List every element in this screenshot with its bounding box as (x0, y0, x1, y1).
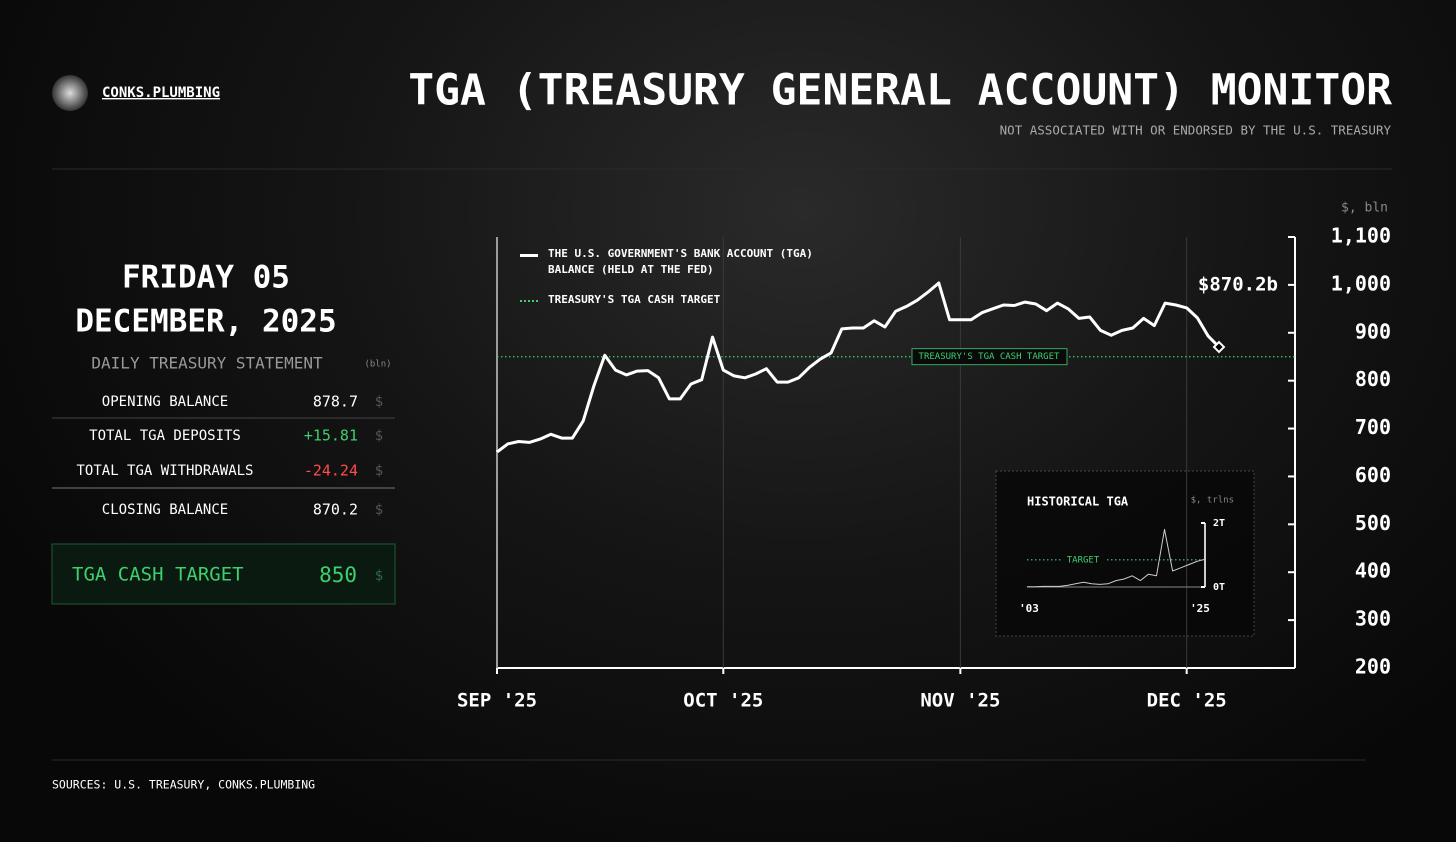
target-label: TGA CASH TARGET (72, 564, 244, 586)
row-label: OPENING BALANCE (102, 394, 228, 410)
date: DECEMBER, 2025 (75, 304, 336, 340)
y-tick-label: 400 (1355, 559, 1391, 583)
subtitle: NOT ASSOCIATED WITH OR ENDORSED BY THE U… (1000, 123, 1392, 138)
date: FRIDAY 05 (122, 260, 290, 296)
target-box (51, 543, 396, 605)
legend-item: TREASURY'S TGA CASH TARGET (520, 292, 820, 308)
row-unit: $ (375, 428, 383, 444)
x-tick-label: DEC '25 (1147, 690, 1227, 712)
row-label: CLOSING BALANCE (102, 502, 228, 518)
row-unit: $ (375, 502, 383, 518)
x-tick-label: OCT '25 (683, 690, 763, 712)
row-value: +15.81 (304, 427, 358, 445)
y-axis-label: $, trlns (1191, 496, 1234, 506)
legend-label: TREASURY'S TGA CASH TARGET (548, 293, 721, 306)
target-unit: $ (375, 568, 383, 584)
legend-label: THE U.S. GOVERNMENT'S BANK ACCOUNT (TGA)… (548, 247, 813, 276)
x-tick-label: SEP '25 (457, 690, 537, 712)
y-tick-label: 0T (1213, 582, 1225, 593)
legend-swatch (520, 254, 538, 257)
y-tick-label: 800 (1355, 367, 1391, 391)
last-point (1212, 340, 1226, 354)
series-line (1027, 528, 1206, 588)
series-line (496, 281, 1221, 454)
y-tick-label: 600 (1355, 463, 1391, 487)
row-label: TOTAL TGA WITHDRAWALS (76, 463, 253, 479)
statement-unit: (bln) (364, 360, 391, 370)
row-value: -24.24 (304, 462, 358, 480)
legend-swatch (520, 300, 538, 302)
annotation: $870.2b (1198, 273, 1278, 295)
target-label: TREASURY'S TGA CASH TARGET (919, 352, 1060, 362)
y-tick-label: 1,000 (1331, 271, 1391, 295)
row-unit: $ (375, 394, 383, 410)
y-tick-label: 1,100 (1331, 224, 1391, 248)
x-tick-label: NOV '25 (920, 690, 1000, 712)
title: TGA (TREASURY GENERAL ACCOUNT) MONITOR (408, 66, 1392, 116)
sources: SOURCES: U.S. TREASURY, CONKS.PLUMBING (52, 778, 315, 792)
y-axis-label: $, bln (1341, 201, 1388, 216)
y-tick-label: 500 (1355, 511, 1391, 535)
brand[interactable]: CONKS.PLUMBING (102, 85, 220, 101)
legend-item: THE U.S. GOVERNMENT'S BANK ACCOUNT (TGA)… (520, 246, 820, 278)
x-tick-label: '03 (1019, 602, 1039, 615)
target-label: TARGET (1067, 555, 1100, 565)
statement-title: DAILY TREASURY STATEMENT (91, 354, 323, 373)
legend: THE U.S. GOVERNMENT'S BANK ACCOUNT (TGA)… (520, 246, 820, 322)
row-label: TOTAL TGA DEPOSITS (89, 428, 241, 444)
row-value: 870.2 (313, 501, 358, 519)
row-value: 878.7 (313, 393, 358, 411)
y-tick-label: 200 (1355, 655, 1391, 679)
row-unit: $ (375, 463, 383, 479)
y-tick-label: 900 (1355, 319, 1391, 343)
target-label-bg (911, 348, 1068, 366)
y-tick-label: 300 (1355, 607, 1391, 631)
x-tick-label: '25 (1190, 602, 1210, 615)
y-tick-label: 2T (1213, 518, 1225, 529)
y-tick-label: 700 (1355, 415, 1391, 439)
logo (52, 75, 88, 111)
target-label-bg (1061, 551, 1105, 568)
inset-frame (995, 470, 1255, 637)
inset-title: HISTORICAL TGA (1027, 495, 1129, 509)
target-value: 850 (319, 563, 357, 587)
